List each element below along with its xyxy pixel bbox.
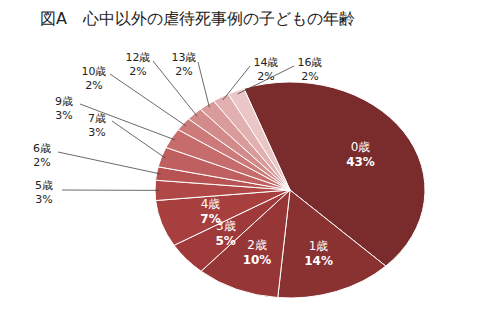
chart: 図A 心中以外の虐待死事例の子どもの年齢0歳43%1歳14%2歳10%3歳5%4… <box>0 0 479 321</box>
slice-category: 7歳 <box>88 112 106 125</box>
slice-value: 3% <box>35 193 52 206</box>
slice-value: 14% <box>304 254 333 268</box>
slice-category: 4歳 <box>201 197 221 211</box>
slice-category: 9歳 <box>55 95 73 108</box>
leader-line <box>153 61 197 116</box>
slice <box>278 190 386 298</box>
slice-value: 2% <box>85 79 102 92</box>
slice-value: 3% <box>88 126 105 139</box>
slice-value: 3% <box>55 109 72 122</box>
slice-category: 13歳 <box>172 51 197 64</box>
leader-line <box>238 66 294 94</box>
slice-category: 12歳 <box>126 51 151 64</box>
slice-category: 5歳 <box>35 179 53 192</box>
slice-category: 16歳 <box>298 56 323 69</box>
slice-value: 10% <box>243 253 272 267</box>
slice-category: 0歳 <box>351 140 371 154</box>
slice-value: 2% <box>129 65 146 78</box>
leader-line <box>198 62 209 107</box>
slice-value: 43% <box>346 155 375 169</box>
slice-category: 10歳 <box>82 65 107 78</box>
leader-line <box>58 152 161 174</box>
slice-value: 2% <box>33 156 50 169</box>
slice-value: 7% <box>200 212 220 226</box>
title: 図A 心中以外の虐待死事例の子どもの年齢 <box>40 9 355 28</box>
slice-category: 14歳 <box>254 56 279 69</box>
slice-category: 6歳 <box>33 142 51 155</box>
leader-line <box>80 104 175 140</box>
labels: 0歳43%1歳14%2歳10%3歳5%4歳7%5歳3%6歳2%7歳3%9歳3%1… <box>33 51 375 268</box>
slice-category: 1歳 <box>309 239 329 253</box>
slice-value: 2% <box>175 65 192 78</box>
slice-value: 5% <box>216 234 236 248</box>
slice <box>228 89 290 190</box>
leader-line <box>62 190 159 191</box>
leader-line <box>223 66 250 100</box>
slice-category: 2歳 <box>247 238 267 252</box>
slice-value: 2% <box>301 70 318 83</box>
leader-line <box>110 74 186 126</box>
